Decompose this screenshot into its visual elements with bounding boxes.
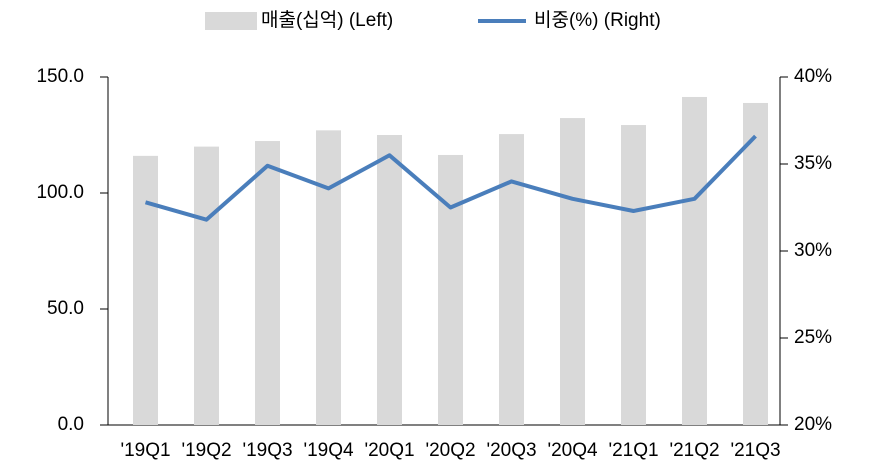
x-tick-label: '21Q1 — [608, 440, 658, 461]
x-tick-label: '20Q4 — [547, 440, 598, 461]
y-tick-label: 150.0 — [36, 66, 84, 87]
legend-swatch — [205, 12, 257, 30]
bar — [316, 130, 341, 426]
legend-label: 비중(%) (Right) — [534, 9, 661, 31]
x-tick-label: '19Q4 — [303, 440, 354, 461]
bar — [377, 135, 402, 425]
y-tick-label: 0.0 — [58, 414, 84, 435]
bar — [621, 125, 646, 426]
bar — [194, 146, 219, 425]
x-tick-label: '19Q2 — [181, 440, 231, 461]
line — [144, 134, 757, 222]
y2-tick-label: 40% — [794, 66, 832, 87]
y2-tick-label: 30% — [794, 240, 832, 261]
y-tick-label: 100.0 — [36, 182, 84, 203]
bar — [499, 134, 524, 425]
legend-label: 매출(십억) (Left) — [261, 9, 393, 31]
y2-tick-label: 35% — [794, 153, 832, 174]
bar — [560, 118, 585, 426]
bar — [743, 102, 768, 425]
y-tick-label: 50.0 — [47, 298, 84, 319]
x-tick-label: '20Q2 — [425, 440, 475, 461]
y2-tick-label: 20% — [794, 414, 832, 435]
x-tick-label: '19Q3 — [242, 440, 292, 461]
x-tick-label: '20Q1 — [364, 440, 414, 461]
x-tick-label: '21Q3 — [730, 440, 780, 461]
bar — [255, 141, 280, 426]
bar — [438, 154, 463, 425]
y2-tick-label: 25% — [794, 327, 832, 348]
bar — [133, 155, 158, 425]
x-tick-label: '21Q2 — [669, 440, 719, 461]
bar — [682, 96, 707, 426]
x-tick-label: '19Q1 — [120, 440, 170, 461]
x-tick-label: '20Q3 — [486, 440, 536, 461]
